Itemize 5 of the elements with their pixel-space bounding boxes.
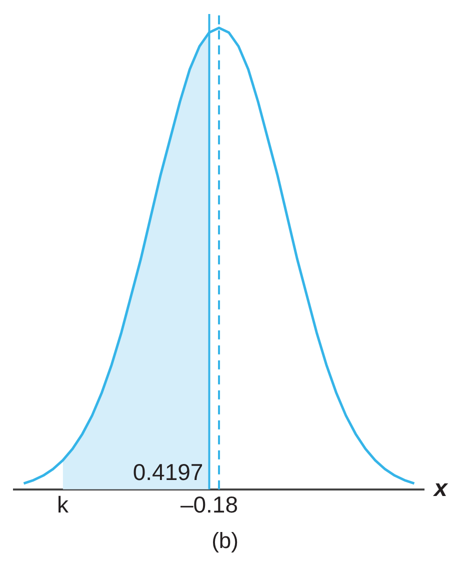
x-tick-label: k	[57, 492, 70, 518]
text: (b)	[212, 528, 238, 554]
x-axis-title: x	[432, 475, 449, 502]
annotation: 0.4197	[132, 459, 204, 486]
x-tick-label: –0.18	[180, 492, 238, 518]
